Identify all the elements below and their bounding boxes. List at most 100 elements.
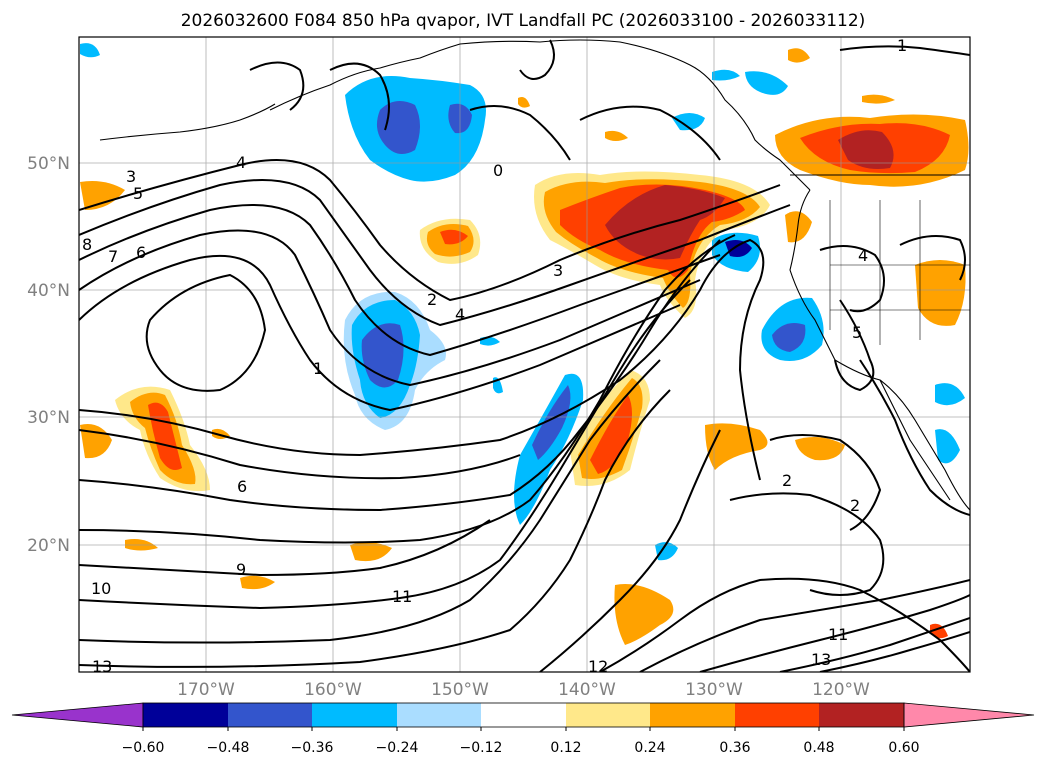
colorbar-segment: [566, 703, 650, 727]
contour-label: 6: [136, 243, 146, 262]
lon-label: 120°W: [812, 680, 870, 700]
contour-line: [769, 434, 882, 531]
contour-line: [79, 238, 765, 481]
colorbar: [11, 702, 1035, 731]
baja-coast: [879, 379, 951, 501]
contour-label: 8: [82, 235, 92, 254]
contour-line: [779, 617, 970, 672]
positive-anomaly-patch: [862, 94, 895, 104]
contour-label: 5: [852, 323, 862, 342]
colorbar-segment: [481, 703, 566, 727]
colorbar-segment: [312, 703, 397, 727]
contour-line: [79, 519, 491, 577]
lon-label: 150°W: [431, 680, 489, 700]
contour-line: [79, 234, 736, 544]
positive-anomaly-region: [795, 436, 845, 461]
positive-anomaly-region: [705, 423, 768, 470]
positive-anomaly-core: [440, 229, 468, 245]
positive-anomaly-core: [590, 395, 632, 474]
contour-label: 2: [782, 471, 792, 490]
colorbar-tick: 0.60: [888, 740, 919, 756]
colorbar-segment: [397, 703, 481, 727]
contour-label: 1: [313, 359, 323, 378]
contour-label: 2: [850, 496, 860, 515]
contour-label: 6: [237, 477, 247, 496]
negative-anomaly-patch: [712, 69, 740, 81]
negative-anomaly-core: [532, 385, 571, 460]
contour-line: [599, 577, 970, 672]
contour-line: [639, 579, 970, 672]
colorbar-tick-labels: −0.60 −0.48 −0.36 −0.24 −0.12 0.12 0.24 …: [122, 740, 920, 756]
colorbar-tick: 0.36: [719, 740, 750, 756]
contour-label: 2: [427, 290, 437, 309]
contour-label: 7: [108, 247, 118, 266]
contour-label: 4: [236, 153, 246, 172]
positive-anomaly-patch: [518, 97, 530, 108]
contour-line: [79, 179, 791, 327]
contour-line: [579, 105, 721, 161]
contour-label: 3: [126, 167, 136, 186]
contour-line: [899, 235, 966, 281]
contour-line: [729, 492, 885, 596]
positive-anomaly-patch: [930, 623, 948, 639]
map-border: [78, 36, 971, 673]
contour-line: [819, 245, 885, 313]
positive-anomaly-patch: [788, 48, 810, 63]
colorbar-tick: 0.12: [550, 740, 581, 756]
contour-label: 3: [553, 261, 563, 280]
contour-line: [79, 254, 681, 412]
negative-anomaly-patch: [655, 542, 678, 561]
colorbar-outline: [142, 702, 905, 728]
contour-label: 5: [133, 184, 143, 203]
colorbar-segment: [143, 703, 228, 727]
shading-layer: [80, 43, 969, 645]
positive-anomaly-patch: [350, 542, 392, 562]
lat-label: 40°N: [27, 281, 70, 301]
colorbar-tick: −0.24: [376, 740, 419, 756]
colorbar-extend-max: [903, 702, 1035, 728]
contour-line: [249, 61, 305, 111]
negative-anomaly-patch: [80, 43, 100, 58]
contour-line: [839, 45, 970, 56]
contour-line: [79, 239, 721, 512]
contour-label: 1: [897, 36, 907, 55]
lat-label: 50°N: [27, 154, 70, 174]
contour-line: [79, 204, 721, 357]
positive-anomaly-region: [785, 211, 812, 243]
contour-label: 12: [588, 657, 608, 676]
longitude-labels: 170°W 160°W 150°W 140°W 130°W 120°W: [177, 680, 870, 700]
contour-label: 13: [811, 650, 831, 669]
colorbar-tick: −0.48: [207, 740, 250, 756]
positive-anomaly-patch: [605, 130, 628, 141]
contour-label: 11: [828, 625, 848, 644]
contour-line: [539, 429, 721, 672]
lon-label: 130°W: [685, 680, 743, 700]
positive-anomaly-core: [605, 185, 725, 260]
contour-line: [79, 429, 521, 480]
colorbar-tick: −0.36: [291, 740, 334, 756]
contour-line: [79, 279, 691, 610]
colorbar-segment: [819, 703, 904, 727]
colorbar-segment: [650, 703, 735, 727]
contour-line: [819, 631, 970, 672]
contour-line: [699, 594, 970, 672]
colorbar-segment: [228, 703, 312, 727]
contour-line: [79, 359, 661, 644]
contour-line: [469, 105, 571, 161]
negative-anomaly-patch: [672, 113, 705, 131]
contour-line: [79, 159, 781, 302]
lon-label: 170°W: [177, 680, 235, 700]
latitude-labels: 50°N 40°N 30°N 20°N: [27, 154, 70, 556]
graticule: [79, 37, 970, 672]
contour-line: [79, 229, 701, 387]
positive-anomaly-core: [838, 130, 894, 169]
contour-line: [145, 273, 267, 392]
contour-label: 0: [493, 161, 503, 180]
lat-label: 30°N: [27, 408, 70, 428]
negative-anomaly-patch: [935, 383, 965, 406]
contour-label: 4: [455, 305, 465, 324]
contour-label: 4: [858, 246, 868, 265]
contour-label: 13: [92, 657, 112, 676]
contour-label: 11: [392, 587, 412, 606]
